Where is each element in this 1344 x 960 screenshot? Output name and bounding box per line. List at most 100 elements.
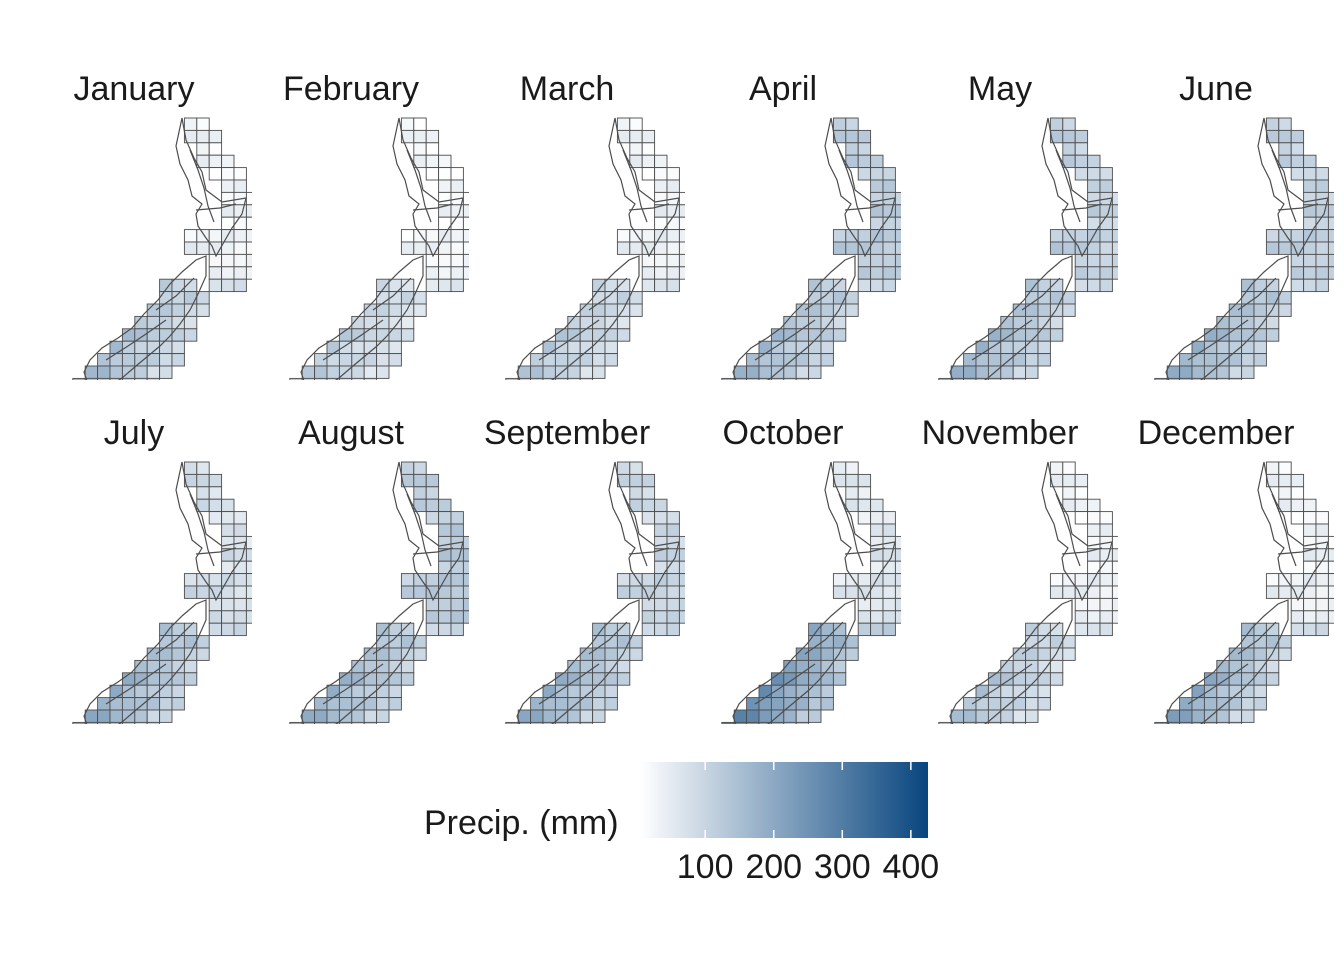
- grid-cell: [1327, 560, 1334, 575]
- grid-cell: [579, 365, 594, 379]
- grid-cell: [1179, 365, 1193, 379]
- grid-cell: [438, 535, 452, 550]
- grid-cell: [1049, 672, 1064, 686]
- grid-cell: [870, 266, 884, 280]
- grid-cell: [870, 167, 884, 181]
- grid-cell: [567, 340, 581, 355]
- grid-cell: [542, 721, 556, 724]
- grid-cell: [567, 684, 581, 699]
- grid-cell: [208, 154, 223, 169]
- grid-cell: [579, 721, 594, 724]
- grid-cell: [425, 610, 440, 624]
- region-boundaries: [1187, 493, 1319, 705]
- grid-cell: [666, 523, 680, 537]
- region-boundaries: [971, 493, 1103, 705]
- grid-cell: [579, 659, 594, 674]
- grid-cell: [857, 278, 872, 293]
- grid-cell: [400, 659, 415, 674]
- grid-cell: [894, 216, 901, 231]
- grid-cell: [109, 377, 123, 380]
- grid-cell: [450, 597, 464, 612]
- grid-cell: [208, 167, 223, 181]
- grid-cell: [1000, 353, 1014, 367]
- grid-cell: [1228, 709, 1243, 723]
- grid-cell: [870, 535, 884, 550]
- grid-cell: [1000, 684, 1014, 699]
- grid-cell: [746, 721, 760, 724]
- grid-cell: [746, 365, 760, 379]
- grid-cell: [438, 154, 452, 169]
- grid-cell: [245, 585, 252, 599]
- grid-cell: [1228, 672, 1243, 686]
- grid-cell: [963, 365, 977, 379]
- grid-cell: [629, 241, 643, 255]
- precip-grid-cells: [938, 117, 1118, 380]
- grid-cell: [400, 585, 415, 599]
- grid-cell: [1290, 253, 1305, 268]
- north-island-coastline: [1041, 117, 1113, 258]
- grid-cell: [1087, 498, 1101, 513]
- grid-cell: [1099, 204, 1113, 218]
- grid-cell: [438, 498, 452, 513]
- grid-cell: [1241, 291, 1255, 305]
- grid-cell: [159, 635, 173, 649]
- grid-cell: [462, 597, 469, 612]
- grid-cell: [975, 684, 989, 699]
- grid-cell: [1074, 167, 1089, 181]
- grid-cell: [326, 697, 340, 711]
- grid-cell: [1278, 129, 1292, 144]
- grid-cell: [1253, 353, 1267, 367]
- grid-cell: [746, 353, 760, 367]
- grid-cell: [567, 697, 581, 711]
- grid-cell: [721, 377, 735, 380]
- grid-cell: [438, 253, 452, 268]
- grid-cell: [438, 523, 452, 537]
- grid-cell: [413, 585, 427, 599]
- grid-cell: [567, 709, 581, 723]
- grid-cell: [857, 622, 872, 637]
- grid-cell: [654, 266, 668, 280]
- grid-cell: [938, 377, 952, 380]
- grid-cell: [857, 154, 872, 169]
- panel-title-july: July: [103, 414, 165, 452]
- grid-cell: [567, 353, 581, 367]
- grid-cell: [894, 610, 901, 624]
- grid-cell: [462, 548, 469, 562]
- grid-cell: [1315, 179, 1329, 193]
- grid-cell: [159, 353, 173, 367]
- grid-cell: [159, 340, 173, 355]
- grid-cell: [1303, 622, 1317, 637]
- grid-cell: [72, 377, 86, 380]
- grid-cell: [616, 315, 631, 330]
- grid-cell: [795, 365, 810, 379]
- grid-cell: [678, 610, 685, 624]
- grid-cell: [629, 117, 643, 131]
- grid-cell: [1241, 684, 1255, 699]
- grid-cell: [666, 204, 680, 218]
- grid-cell: [109, 353, 123, 367]
- grid-cell: [1216, 697, 1230, 711]
- grid-cell: [1315, 229, 1329, 243]
- grid-cell: [1099, 523, 1113, 537]
- grid-cell: [450, 266, 464, 280]
- grid-cell: [795, 328, 810, 342]
- grid-cell: [654, 597, 668, 612]
- legend-tick-label: 100: [676, 848, 734, 886]
- grid-cell: [245, 560, 252, 575]
- grid-cell: [196, 142, 210, 156]
- grid-cell: [1049, 659, 1064, 674]
- grid-cell: [462, 216, 469, 231]
- grid-cell: [770, 721, 785, 724]
- grid-cell: [1253, 340, 1267, 355]
- grid-cell: [425, 597, 440, 612]
- grid-cell: [1087, 167, 1101, 181]
- grid-cell: [567, 377, 581, 380]
- grid-cell: [208, 229, 223, 243]
- grid-cell: [770, 377, 785, 380]
- grid-cell: [1062, 647, 1076, 661]
- precip-grid-cells: [72, 461, 252, 724]
- grid-cell: [314, 377, 328, 380]
- map-panel-july: [72, 461, 252, 724]
- grid-cell: [450, 278, 464, 293]
- grid-cell: [1111, 204, 1118, 218]
